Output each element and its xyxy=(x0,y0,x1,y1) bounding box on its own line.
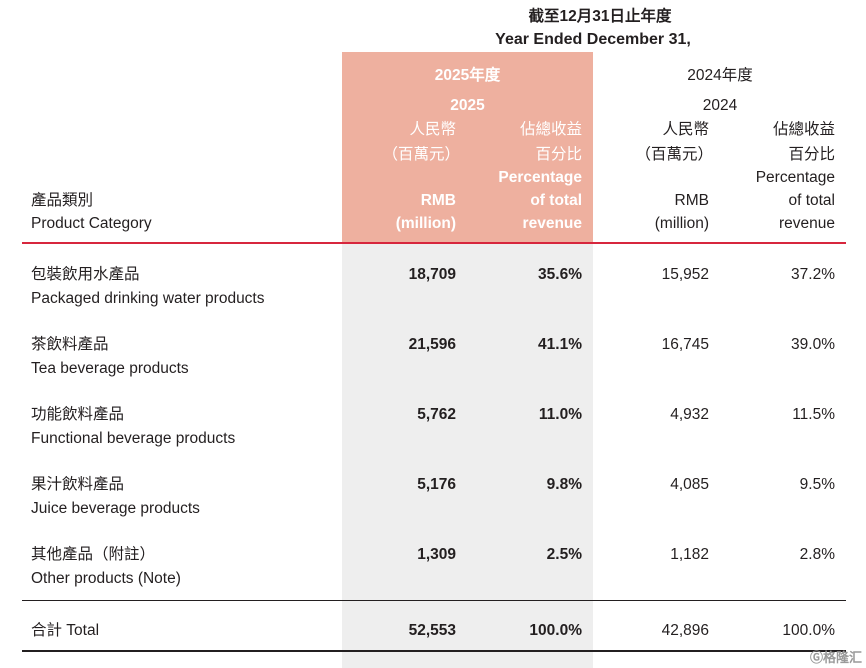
row-rmb-2024: 16,745 xyxy=(661,336,709,353)
row-pct-2025: 9.8% xyxy=(546,476,582,493)
rmb-2025-zh: 人民幣 xyxy=(409,121,456,138)
total-label: 合計 Total xyxy=(31,622,100,639)
total-rmb-2025: 52,553 xyxy=(408,622,456,639)
row-pct-2024: 9.5% xyxy=(799,476,835,493)
year-2024: 2024 xyxy=(702,97,738,114)
row-rmb-2025: 5,762 xyxy=(417,406,456,423)
row-pct-2025: 11.0% xyxy=(538,406,582,423)
pct-2025-zh-1: 佔總收益 xyxy=(519,121,582,138)
watermark-icon: Ⓖ xyxy=(809,650,823,665)
pct-2024-en-2: of total xyxy=(788,192,835,209)
row-rmb-2024: 4,932 xyxy=(670,406,709,423)
row-pct-2024: 39.0% xyxy=(791,336,835,353)
header-divider xyxy=(22,242,846,244)
total-pct-2024: 100.0% xyxy=(782,622,835,639)
row-rmb-2024: 1,182 xyxy=(670,546,709,563)
category-header-zh: 產品類別 xyxy=(31,192,94,209)
pct-2024-zh-2: 百分比 xyxy=(788,146,835,163)
rmb-2024-en: RMB xyxy=(674,192,709,209)
highlight-2025-header-band xyxy=(342,52,593,242)
row-category-en: Juice beverage products xyxy=(31,500,200,517)
pct-2024-en-1: Percentage xyxy=(755,169,835,186)
row-pct-2025: 35.6% xyxy=(538,266,582,283)
row-category-en: Functional beverage products xyxy=(31,430,236,447)
row-category-en: Packaged drinking water products xyxy=(31,290,265,307)
year-2025-zh: 2025年度 xyxy=(434,67,501,84)
pct-2024-en-3: revenue xyxy=(778,215,835,232)
row-rmb-2024: 15,952 xyxy=(661,266,709,283)
row-rmb-2025: 5,176 xyxy=(417,476,456,493)
row-pct-2025: 41.1% xyxy=(538,336,582,353)
period-header-en: Year Ended December 31, xyxy=(495,31,691,48)
row-rmb-2025: 18,709 xyxy=(408,266,456,283)
total-rmb-2024: 42,896 xyxy=(661,622,709,639)
million-2025-zh: （百萬元） xyxy=(382,146,460,163)
row-category-zh: 包裝飲用水產品 xyxy=(31,266,140,283)
period-header-zh: 截至12月31日止年度 xyxy=(528,8,672,25)
year-2024-zh: 2024年度 xyxy=(687,67,753,84)
watermark-text: 格隆汇 xyxy=(822,650,862,665)
pct-2025-en-1: Percentage xyxy=(498,169,582,186)
row-pct-2024: 2.8% xyxy=(799,546,835,563)
million-2024-zh: （百萬元） xyxy=(635,146,713,163)
million-2024-en: (million) xyxy=(654,215,709,232)
row-category-zh: 茶飲料產品 xyxy=(31,336,109,353)
row-rmb-2025: 21,596 xyxy=(408,336,456,353)
row-category-zh: 功能飲料產品 xyxy=(31,406,125,423)
rmb-2024-zh: 人民幣 xyxy=(662,121,709,138)
total-top-divider xyxy=(22,600,846,601)
row-category-zh: 果汁飲料產品 xyxy=(31,476,125,493)
pct-2025-zh-2: 百分比 xyxy=(535,146,582,163)
total-pct-2025: 100.0% xyxy=(529,622,582,639)
row-category-en: Other products (Note) xyxy=(31,570,181,587)
pct-2025-en-3: revenue xyxy=(522,215,582,232)
highlight-2025-body-band xyxy=(342,242,593,668)
rmb-2025-en: RMB xyxy=(420,192,456,209)
pct-2025-en-2: of total xyxy=(530,192,582,209)
row-pct-2025: 2.5% xyxy=(546,546,582,563)
year-2025: 2025 xyxy=(450,97,485,114)
watermark-logo: Ⓖ格隆汇 xyxy=(810,647,862,666)
row-pct-2024: 11.5% xyxy=(792,406,835,423)
row-category-zh: 其他產品（附註） xyxy=(31,546,156,563)
row-rmb-2024: 4,085 xyxy=(670,476,709,493)
row-pct-2024: 37.2% xyxy=(791,266,835,283)
row-rmb-2025: 1,309 xyxy=(417,546,456,563)
million-2025-en: (million) xyxy=(395,215,456,232)
pct-2024-zh-1: 佔總收益 xyxy=(772,121,835,138)
category-header-en: Product Category xyxy=(31,215,152,232)
total-bottom-divider xyxy=(22,650,846,652)
row-category-en: Tea beverage products xyxy=(31,360,189,377)
